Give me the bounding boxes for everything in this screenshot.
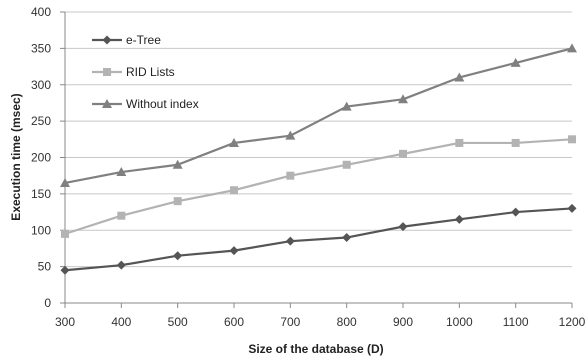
data-point	[116, 260, 126, 270]
series-without-index	[60, 43, 577, 187]
data-point	[510, 57, 521, 67]
y-tick-label: 150	[31, 187, 51, 201]
series-line	[64, 47, 573, 185]
data-point	[399, 149, 407, 158]
legend-entry: Without index	[92, 97, 199, 111]
legend-entry: RID Lists	[92, 65, 175, 79]
data-point	[568, 135, 576, 144]
legend-entry: e-Tree	[92, 33, 161, 47]
data-point	[60, 177, 70, 187]
series-e-tree	[60, 203, 577, 275]
y-tick-label: 400	[31, 5, 51, 19]
data-point	[398, 94, 408, 104]
x-tick-label: 500	[168, 315, 188, 329]
legend-label: Without index	[126, 97, 199, 111]
data-point	[285, 236, 295, 246]
x-tick-labels: 300 400 500 600 700 800 900 1000 1100 1200	[55, 315, 586, 329]
x-axis-title: Size of the database (D)	[248, 342, 383, 356]
y-tick-label: 350	[31, 41, 51, 55]
legend-marker	[103, 68, 111, 76]
data-point	[511, 207, 521, 217]
x-tick-label: 400	[111, 315, 131, 329]
legend-label: e-Tree	[126, 33, 161, 47]
data-point	[567, 43, 577, 53]
x-tick-label: 1100	[503, 315, 529, 329]
data-point	[173, 197, 182, 206]
legend-label: RID Lists	[126, 65, 175, 79]
y-axis-title: Execution time (msec)	[9, 93, 23, 220]
x-tick-label: 900	[393, 315, 413, 329]
data-point	[61, 229, 69, 238]
series-group	[60, 43, 577, 275]
data-point	[230, 186, 238, 195]
data-point	[285, 130, 296, 140]
y-tick-label: 100	[31, 223, 51, 237]
legend-marker	[102, 35, 112, 45]
data-point	[117, 211, 126, 220]
legend-marker	[102, 99, 112, 108]
series-line	[64, 207, 573, 272]
y-tick-label: 200	[31, 151, 51, 165]
data-point	[286, 171, 295, 180]
y-tick-labels: 0 50 100 150 200 250 300 350 400	[31, 5, 51, 310]
data-point	[398, 222, 408, 232]
data-point	[342, 160, 351, 169]
y-tick-label: 50	[38, 260, 52, 274]
x-tick-label: 1200	[559, 315, 586, 329]
data-point	[173, 251, 183, 261]
x-tick-label: 300	[55, 315, 75, 329]
x-tick-label: 600	[224, 315, 244, 329]
x-tick-label: 800	[337, 315, 357, 329]
gridlines	[65, 11, 572, 268]
data-point	[342, 233, 352, 243]
y-tick-label: 250	[31, 114, 51, 128]
legend: e-Tree RID Lists Without index	[92, 33, 199, 111]
data-point	[511, 138, 520, 147]
data-point	[229, 137, 239, 147]
x-tick-label: 700	[280, 315, 300, 329]
data-point	[116, 167, 127, 177]
x-tick-label: 1000	[446, 315, 473, 329]
data-point	[567, 203, 577, 213]
data-point	[172, 159, 183, 169]
data-point	[454, 72, 465, 82]
data-point	[341, 101, 352, 111]
series-line	[64, 138, 573, 235]
series-rid-lists	[61, 135, 576, 238]
y-tick-label: 300	[31, 78, 51, 92]
data-point	[60, 265, 70, 275]
data-point	[455, 138, 464, 147]
data-point	[229, 246, 239, 256]
data-point	[454, 214, 464, 224]
y-tick-label: 0	[44, 296, 51, 310]
